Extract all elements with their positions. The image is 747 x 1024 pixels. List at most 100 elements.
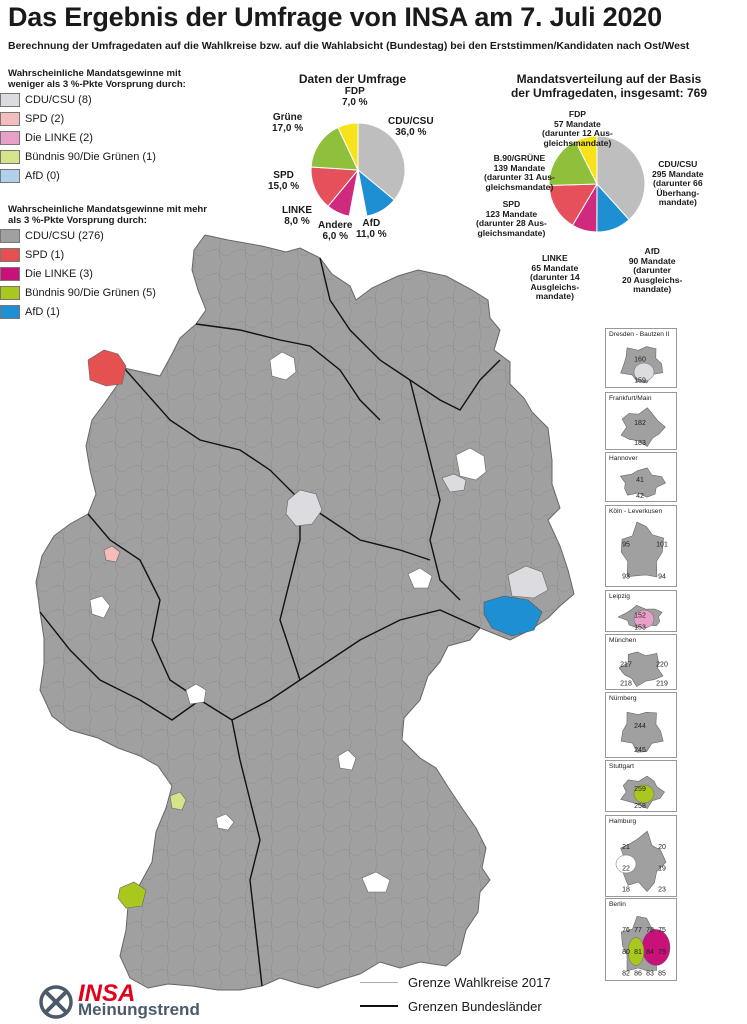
inset-constituency-number: 244 [634, 723, 646, 730]
inset-constituency-number: 23 [658, 887, 666, 894]
inset-constituency-number: 83 [646, 971, 654, 978]
pie-label-line: 295 Mandate [652, 168, 704, 179]
legend-item: Bündnis 90/Die Grünen (5) [0, 285, 156, 301]
border-legend: Grenze Wahlkreise 2017 Grenzen Bundeslän… [360, 972, 620, 1020]
insa-logo: INSA Meinungstrend [38, 980, 228, 1024]
inset-title: Köln - Leverkusen [609, 508, 663, 515]
legend-swatch [0, 286, 20, 300]
inset-frankfurt-main: 182 183 Frankfurt/Main [605, 392, 677, 450]
pie-label-line: LINKE [541, 253, 568, 263]
legend-swatch [0, 305, 20, 319]
pie-label-line: (darunter 66 [652, 178, 703, 189]
pie-label-line: (darunter 28 Aus- [476, 218, 547, 229]
pie-slice-b-90-gr-ne [548, 140, 598, 186]
inset-map: 217 220 218 219 [618, 651, 668, 687]
legend-group2-heading: Wahrscheinliche Mandatsgewinne mit mehr … [8, 204, 208, 226]
pie-label-line: FDP [568, 109, 587, 119]
inset-constituency-number: 84 [646, 949, 654, 956]
germany-map [35, 234, 575, 991]
inset-highlight [633, 784, 655, 804]
pie-label-line: (darunter 31 Aus- [484, 172, 555, 183]
legend-swatch [0, 267, 20, 281]
seats-pie-title: Mandatsverteilung auf der Basis der Umfr… [476, 72, 742, 100]
pie-label-line: CDU/CSU [388, 116, 434, 127]
pie-label: SPD 15,0 % [268, 170, 299, 192]
pie-label: LINKE 65 Mandate (darunter 14 Ausgleichs-ma… [530, 253, 580, 302]
pie-label-line: B.90/GRÜNE [493, 153, 546, 163]
pie-label-line: AfD [362, 218, 381, 229]
inset-shape [620, 521, 664, 578]
legend-label: Bündnis 90/Die Grünen (1) [25, 151, 156, 163]
state-borders [39, 257, 501, 987]
inset-berlin: 76 77 78 75 80 81 84 79 82 86 83 85 Berlin [605, 898, 677, 981]
inset-map: 244 245 [620, 711, 664, 754]
state-border-label: Grenzen Bundesländer [408, 998, 542, 1014]
legend-label: SPD (1) [25, 249, 65, 261]
inset-constituency-number: 183 [634, 440, 646, 447]
constituency-leipzig-light [407, 567, 433, 589]
inset-map: 259 258 [620, 775, 665, 810]
inset-constituency-number: 153 [634, 624, 646, 631]
pie-label-line: mandate) [535, 291, 574, 302]
pie-label-line: gleichsmandate) [543, 137, 612, 148]
legend-swatch [0, 248, 20, 262]
pie-label-line: (darunter 14 [530, 272, 580, 283]
survey-pie [310, 122, 406, 218]
inset-shape [619, 467, 667, 498]
page-title: Das Ergebnis der Umfrage von INSA am 7. … [8, 2, 662, 32]
legend-swatch [0, 131, 20, 145]
constituency-berlin-light [455, 447, 487, 481]
pie-label-line: 6,0 % [322, 231, 349, 242]
pie-label-line: Grüne [272, 112, 303, 123]
pie-label-line: gleichsmandate) [485, 181, 554, 192]
pie-label-line: 123 Mandate [485, 208, 538, 219]
inset-title: Nürnberg [609, 695, 637, 702]
inset-constituency-number: 94 [658, 573, 666, 580]
pie-label: AfD 90 Mandate (darunter 20 Ausgleichs-mand… [622, 246, 682, 295]
inset-title: Hannover [609, 455, 638, 462]
inset-map: 152 153 [617, 605, 663, 631]
inset-constituency-number: 245 [634, 747, 646, 754]
inset-hamburg: 21 20 22 19 18 23 Hamburg [605, 815, 677, 897]
border-legend-state: Grenzen Bundesländer [360, 998, 542, 1014]
inset-constituency-number: 78 [646, 927, 654, 934]
pie-label: B.90/GRÜNE 139 Mandate (darunter 31 Aus-gl… [484, 153, 555, 192]
inset-constituency-number: 101 [656, 541, 668, 548]
inset-highlight [633, 362, 655, 382]
inset-köln-leverkusen: 95 101 93 94 Köln - Leverkusen [605, 505, 677, 587]
inset-map: 21 20 22 19 18 23 [615, 830, 667, 894]
seats-pie-title-line2: der Umfragedaten, insgesamt: 769 [510, 86, 708, 100]
pie-slice-gr-ne [310, 126, 359, 171]
insa-logo-tagline: Meinungstrend [78, 1000, 200, 1019]
legend-swatch [0, 93, 20, 107]
inset-constituency-number: 42 [636, 493, 644, 500]
inset-constituency-number: 75 [658, 927, 666, 934]
legend-swatch [0, 169, 20, 183]
pie-label: Grüne 17,0 % [272, 112, 303, 134]
inset-constituency-number: 218 [620, 680, 632, 687]
inset-title: Leipzig [609, 593, 630, 600]
state-border-swatch [360, 1005, 398, 1007]
pie-label: CDU/CSU 36,0 % [388, 116, 434, 138]
inset-map: 41 42 [619, 467, 667, 500]
pie-slice-fdp [574, 135, 598, 185]
inset-map: 95 101 93 94 [620, 521, 668, 580]
inset-shape [620, 407, 666, 447]
legend-label: AfD (0) [25, 170, 60, 182]
constituency-nuernberg-light [337, 749, 357, 771]
inset-constituency-number: 217 [620, 661, 632, 668]
inset-constituency-number: 219 [656, 680, 668, 687]
insa-logo-brand: INSA [78, 980, 136, 1007]
pie-label: Andere 6,0 % [318, 220, 352, 242]
pie-label: FDP 57 Mandate (darunter 12 Aus-gleichsman… [542, 109, 613, 148]
inset-constituency-number: 18 [622, 887, 630, 894]
legend-item: AfD (0) [0, 168, 60, 184]
insa-logo-mark-icon [39, 985, 73, 1019]
pie-label-line: 8,0 % [284, 216, 310, 227]
legend-label: Bündnis 90/Die Grünen (5) [25, 287, 156, 299]
seats-pie [548, 135, 646, 233]
pie-label-line: 11,0 % [356, 229, 387, 240]
inset-constituency-number: 22 [622, 865, 630, 872]
map-legend: Wahrscheinliche Mandatsgewinne mit wenig… [0, 68, 238, 319]
inset-title: Hamburg [609, 818, 637, 825]
